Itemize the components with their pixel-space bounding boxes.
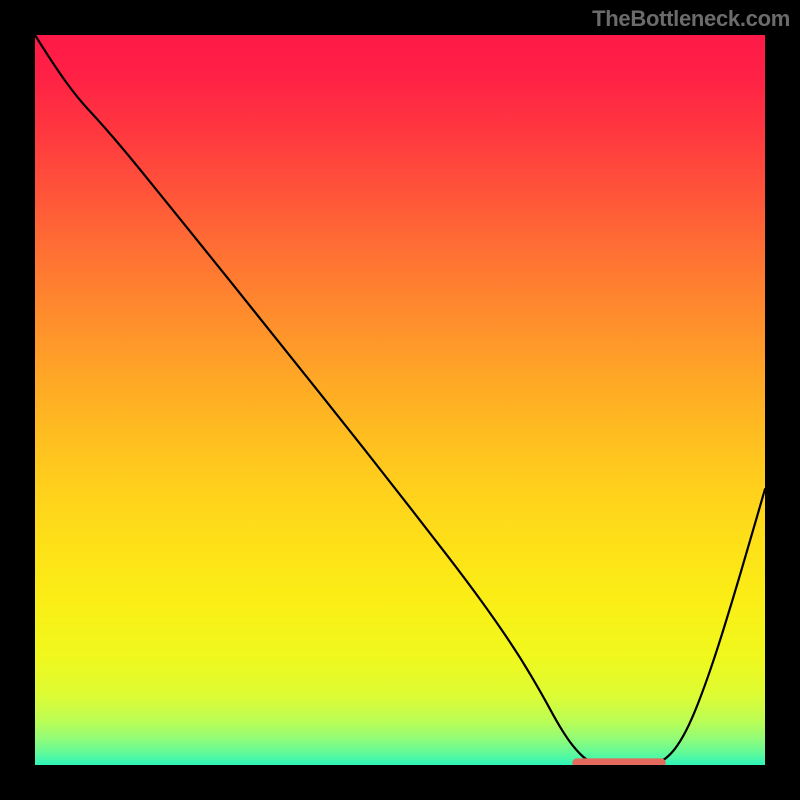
- attribution-label: TheBottleneck.com: [592, 6, 790, 32]
- gradient-background: [35, 35, 765, 765]
- chart-svg: [35, 35, 765, 765]
- chart-canvas: TheBottleneck.com: [0, 0, 800, 800]
- plot-area: [35, 35, 765, 765]
